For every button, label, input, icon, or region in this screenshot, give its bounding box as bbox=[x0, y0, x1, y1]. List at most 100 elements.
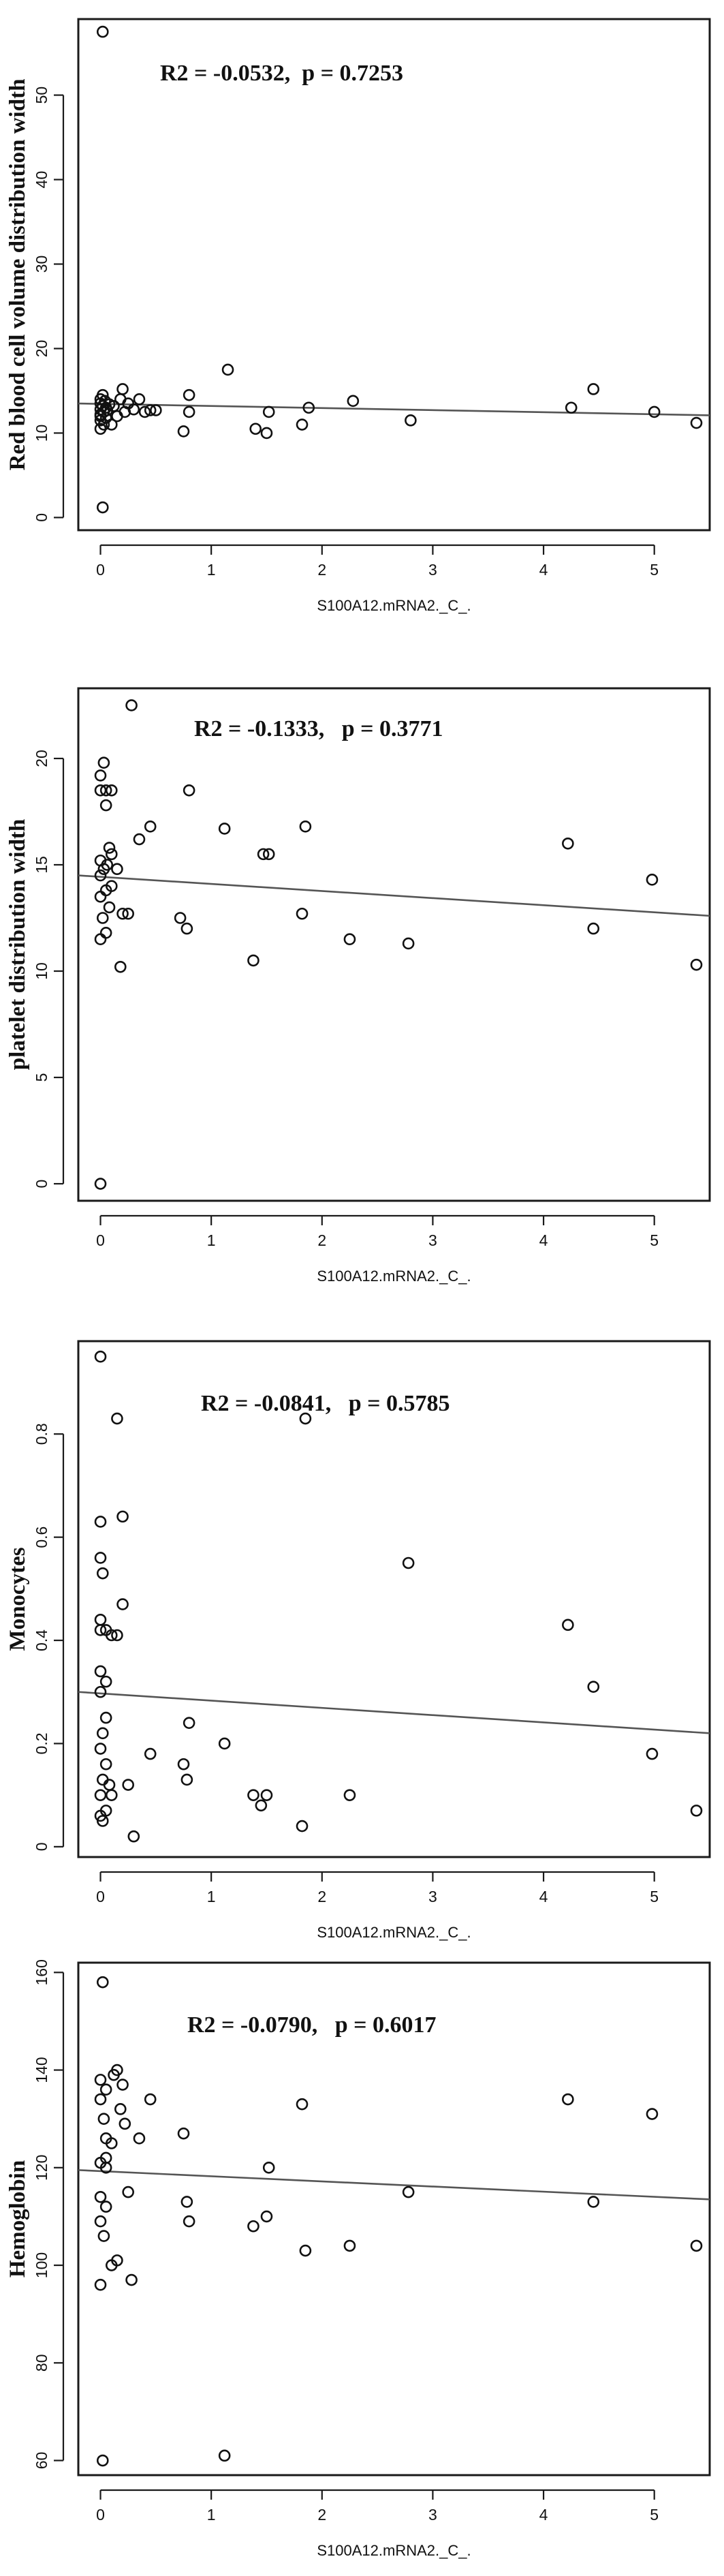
data-point bbox=[587, 383, 600, 395]
data-point bbox=[119, 2117, 131, 2130]
data-point bbox=[122, 907, 134, 920]
y-tick-label: 0.6 bbox=[33, 1527, 50, 1548]
x-tick-label: 4 bbox=[539, 561, 548, 579]
data-point bbox=[144, 821, 157, 833]
data-point bbox=[343, 933, 356, 945]
plot-frame bbox=[77, 1961, 711, 2477]
y-tick-label: 100 bbox=[33, 2252, 50, 2278]
data-point bbox=[180, 2196, 193, 2208]
regression-line bbox=[78, 1691, 710, 1734]
data-point bbox=[99, 2083, 112, 2096]
data-point bbox=[96, 388, 109, 401]
data-point bbox=[562, 1619, 574, 1631]
x-tick-label: 0 bbox=[96, 1231, 105, 1249]
data-point bbox=[105, 418, 118, 431]
data-point bbox=[183, 784, 195, 797]
data-point bbox=[249, 423, 262, 435]
data-point bbox=[690, 416, 703, 429]
data-point bbox=[127, 1830, 140, 1843]
y-tick-label: 30 bbox=[33, 256, 50, 273]
data-point bbox=[402, 2186, 415, 2198]
data-point bbox=[96, 501, 109, 514]
plot-frame bbox=[77, 18, 711, 532]
y-axis-title: platelet distribution width bbox=[5, 819, 30, 1071]
y-tick-label: 20 bbox=[33, 340, 50, 358]
data-point bbox=[299, 2244, 312, 2257]
data-point bbox=[260, 2210, 273, 2223]
data-point bbox=[343, 2239, 356, 2252]
data-point bbox=[587, 2196, 600, 2208]
stats-annotation: R2 = -0.0532, p = 0.7253 bbox=[160, 61, 403, 86]
data-point bbox=[94, 2215, 107, 2228]
data-point bbox=[97, 2230, 110, 2242]
data-point bbox=[96, 1567, 109, 1580]
data-point bbox=[646, 874, 659, 886]
data-point bbox=[302, 401, 315, 414]
y-tick-label: 40 bbox=[33, 171, 50, 189]
x-tick-label: 1 bbox=[207, 2506, 216, 2524]
data-point bbox=[94, 1624, 107, 1636]
x-tick-label: 1 bbox=[207, 1231, 216, 1249]
data-point bbox=[116, 1598, 129, 1610]
x-axis-title: S100A12.mRNA2._C_. bbox=[317, 1924, 471, 1941]
chart-panel-2: 0 1 2 3 4 5 0 5 10 15 20 S100A12.mRNA2._C_. platelet… bbox=[5, 687, 711, 1285]
x-tick-label: 0 bbox=[96, 1888, 105, 1905]
data-point bbox=[94, 1350, 107, 1363]
data-point bbox=[646, 1747, 659, 1760]
x-tick-label: 3 bbox=[428, 1888, 437, 1905]
regression-line bbox=[78, 402, 710, 416]
x-tick-label: 5 bbox=[650, 1231, 659, 1249]
data-point bbox=[97, 2113, 110, 2125]
stats-annotation: R2 = -0.0841, p = 0.5785 bbox=[201, 1391, 450, 1416]
x-tick-label: 4 bbox=[539, 1888, 548, 1905]
data-point bbox=[114, 2103, 127, 2115]
data-point bbox=[218, 2449, 231, 2462]
data-point bbox=[103, 901, 116, 914]
data-point bbox=[180, 922, 193, 935]
plot-frame bbox=[77, 1340, 711, 1858]
data-point bbox=[262, 2162, 275, 2174]
data-point bbox=[646, 2108, 659, 2120]
data-point bbox=[690, 958, 703, 971]
data-point bbox=[116, 2079, 129, 2091]
data-point bbox=[96, 25, 109, 38]
x-tick-label: 3 bbox=[428, 1231, 437, 1249]
data-point bbox=[180, 1773, 193, 1786]
data-point bbox=[114, 960, 127, 973]
y-tick-label: 0 bbox=[33, 513, 50, 522]
data-point bbox=[116, 907, 129, 920]
data-point bbox=[260, 427, 273, 440]
data-point bbox=[218, 1737, 231, 1750]
x-tick-label: 3 bbox=[428, 561, 437, 579]
data-point bbox=[343, 1789, 356, 1801]
data-point bbox=[648, 405, 661, 418]
x-tick-label: 2 bbox=[317, 1231, 326, 1249]
x-tick-label: 5 bbox=[650, 1888, 659, 1905]
data-point bbox=[105, 880, 118, 892]
data-point bbox=[587, 1681, 600, 1693]
data-point bbox=[405, 414, 417, 427]
data-point bbox=[296, 2098, 309, 2111]
data-point bbox=[103, 842, 116, 854]
data-point bbox=[402, 1557, 415, 1569]
data-point bbox=[99, 799, 112, 812]
x-tick-label: 4 bbox=[539, 2506, 548, 2524]
data-point bbox=[94, 2278, 107, 2291]
data-point bbox=[122, 1779, 134, 1791]
data-point bbox=[183, 388, 195, 401]
y-tick-label: 140 bbox=[33, 2057, 50, 2083]
data-point bbox=[94, 2074, 107, 2086]
data-point bbox=[116, 1510, 129, 1523]
data-point bbox=[133, 833, 146, 846]
data-point bbox=[247, 954, 259, 967]
y-axis-title: Hemoglobin bbox=[5, 2160, 30, 2278]
data-point bbox=[94, 1516, 107, 1528]
data-point bbox=[247, 1789, 259, 1801]
y-tick-label: 0.2 bbox=[33, 1732, 50, 1754]
data-point bbox=[96, 1976, 109, 1989]
data-point bbox=[347, 395, 360, 408]
y-axis-title: Red blood cell volume distribution width bbox=[5, 79, 30, 471]
data-point bbox=[125, 2273, 138, 2286]
data-point bbox=[144, 1747, 157, 1760]
